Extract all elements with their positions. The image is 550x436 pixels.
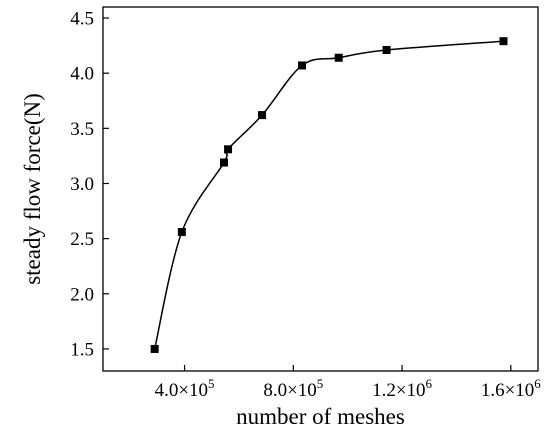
y-axis: 1.5 2.0 2.5 3.0 3.5 4.0 4.5 <box>70 9 109 360</box>
y-tick-label: 3.5 <box>70 119 94 140</box>
x-tick-label: 1.6×106 <box>481 376 541 401</box>
x-tick-label: 4.0×105 <box>155 376 215 401</box>
x-tick-label: 8.0×105 <box>263 376 323 401</box>
y-tick-label: 2.0 <box>70 284 94 305</box>
data-point <box>258 111 267 120</box>
data-point <box>224 145 233 154</box>
y-tick-label: 4.0 <box>70 64 94 85</box>
y-tick-label: 4.5 <box>70 9 94 30</box>
x-tick-label: 1.2×106 <box>372 376 432 401</box>
data-points <box>150 37 508 353</box>
data-point <box>177 228 186 237</box>
plot-border <box>102 6 539 372</box>
x-axis: 4.0×105 8.0×105 1.2×106 1.6×106 <box>155 365 541 401</box>
y-tick-label: 1.5 <box>70 339 94 360</box>
data-point <box>150 344 159 353</box>
data-point <box>499 37 508 46</box>
data-point <box>298 61 307 70</box>
series-line <box>153 40 504 350</box>
data-point <box>334 53 343 62</box>
data-point <box>219 158 228 167</box>
y-axis-label: steady flow force(N) <box>20 93 45 285</box>
y-tick-label: 3.0 <box>70 174 94 195</box>
plot-frame <box>102 6 539 372</box>
y-tick-label: 2.5 <box>70 229 94 250</box>
x-axis-label: number of meshes <box>236 404 405 429</box>
data-point <box>382 46 391 55</box>
